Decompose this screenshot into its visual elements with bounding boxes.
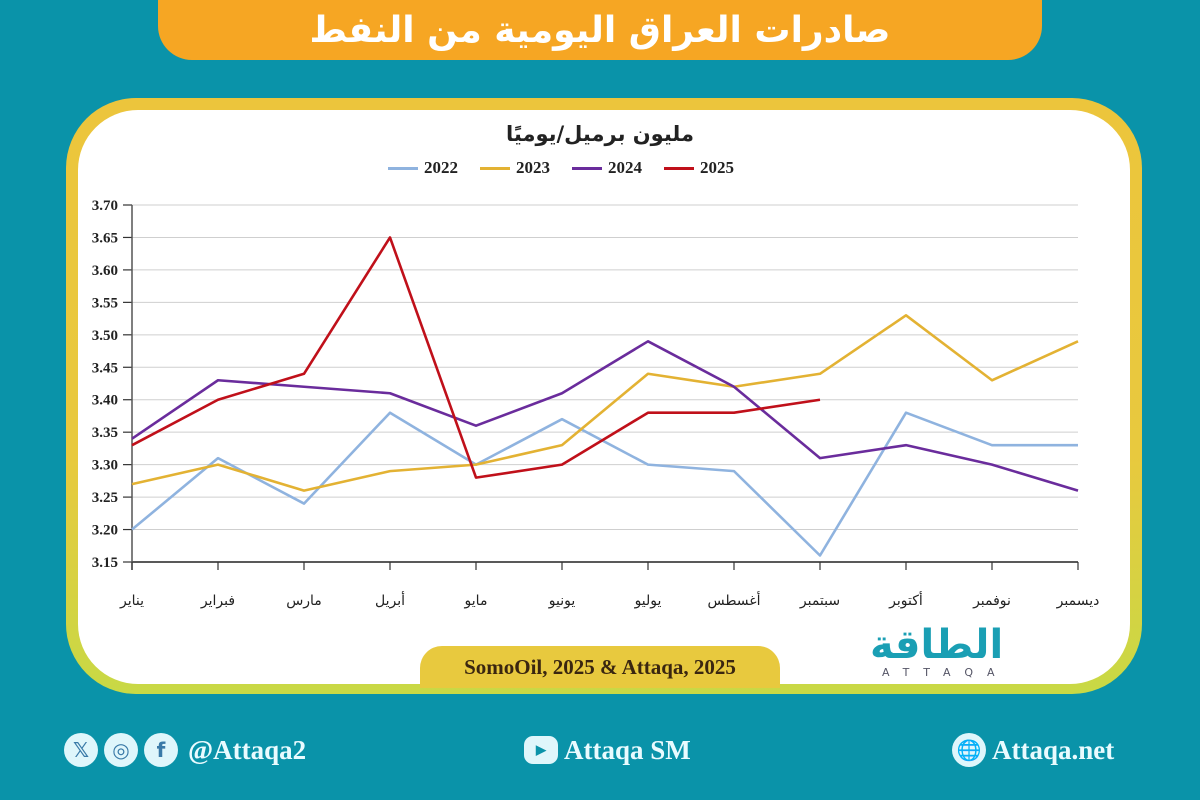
youtube-channel[interactable]: Attaqa SM [564,734,691,765]
series-line-2025 [131,236,821,479]
x-tick-label: نوفمبر [972,593,1011,609]
legend-swatch [664,166,694,170]
attaqa-logo: الطاقة ATTAQA [870,622,1050,682]
x-tick-label: يناير [119,593,144,609]
y-tick-label: 3.20 [92,523,118,539]
y-tick-label: 3.55 [92,295,118,311]
legend-label: 2025 [700,158,734,177]
chart-series [131,236,1079,557]
y-tick-label: 3.60 [92,263,118,279]
legend-item-2023: 2023 [480,158,550,178]
legend-item-2025: 2025 [664,158,734,178]
legend-swatch [572,166,602,170]
page-title: صادرات العراق اليومية من النفط [309,9,891,51]
x-tick-label: مايو [464,593,488,609]
x-tick-label: أبريل [375,591,405,609]
youtube-icon[interactable]: ▶ [524,736,558,764]
chart-legend: 2022 2023 2024 2025 [388,158,734,178]
logo-latin-text: ATTAQA [882,666,1009,679]
y-tick-label: 3.40 [92,393,118,409]
y-tick-label: 3.45 [92,360,118,376]
social-footer: 𝕏 ◎ f @Attaqa2 [64,728,306,772]
chart-axes: 3.15 3.20 3.25 3.30 3.35 3.40 3.45 3.50 3.55 3.60… [92,198,1079,571]
y-tick-label: 3.30 [92,458,118,474]
series-line-2024 [131,340,1079,492]
website-footer: 🌐 Attaqa.net [952,728,1114,772]
legend-item-2024: 2024 [572,158,642,178]
youtube-footer: ▶ Attaqa SM [524,728,691,772]
social-handle[interactable]: @Attaqa2 [188,734,307,765]
chart-unit-title: مليون برميل/يوميًا [506,122,694,146]
x-tick-label: ديسمبر [1056,593,1100,609]
x-axis-labels: يناير فبراير مارس أبريل مايو يونيو يوليو أغسطس س… [119,591,1099,609]
website-link[interactable]: Attaqa.net [992,734,1115,765]
y-tick-label: 3.70 [92,198,118,214]
logo-arabic-text: الطاقة [870,622,1004,668]
legend-swatch [388,166,418,170]
globe-icon[interactable]: 🌐 [952,733,986,767]
chart-card [78,110,1130,684]
y-tick-label: 3.15 [92,555,118,571]
facebook-icon[interactable]: f [144,733,178,767]
x-tick-label: مارس [286,593,322,609]
title-banner: صادرات العراق اليومية من النفط [158,0,1042,60]
x-tick-label: فبراير [200,593,235,609]
x-twitter-icon[interactable]: 𝕏 [64,733,98,767]
legend-label: 2024 [608,158,642,177]
y-tick-label: 3.65 [92,230,118,246]
legend-label: 2023 [516,158,550,177]
y-tick-label: 3.25 [92,490,118,506]
x-tick-label: أكتوبر [888,591,923,609]
legend-item-2022: 2022 [388,158,458,178]
x-tick-label: يوليو [634,593,662,609]
series-line-2022 [131,411,1078,557]
source-label: SomoOil, 2025 & Attaqa, 2025 [420,646,780,688]
x-tick-label: أغسطس [707,591,760,609]
x-tick-label: يونيو [548,593,576,609]
legend-swatch [480,166,510,170]
instagram-icon[interactable]: ◎ [104,733,138,767]
x-tick-label: سبتمبر [799,593,840,609]
y-tick-label: 3.50 [92,328,118,344]
y-tick-label: 3.35 [92,425,118,441]
series-line-2023 [131,314,1079,492]
legend-label: 2022 [424,158,458,177]
